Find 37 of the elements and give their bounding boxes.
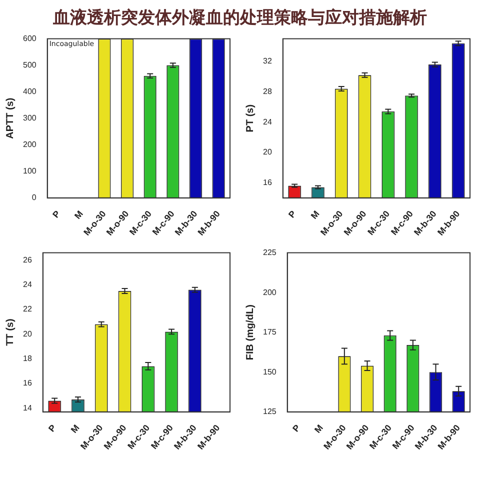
y-tick-label: 225 [262, 248, 277, 258]
y-tick-label: 14 [22, 403, 32, 412]
x-tick-label: M [68, 422, 82, 435]
y-axis-title: PT (s) [244, 104, 256, 132]
x-tick-label: M [312, 422, 326, 435]
y-tick-label: 0 [32, 193, 37, 202]
x-tick-label: P [290, 422, 302, 434]
x-tick-label: M [308, 208, 322, 221]
x-tick-label: P [46, 422, 58, 434]
y-axis-title: APTT (s) [4, 98, 16, 139]
y-axis-title: TT (s) [4, 318, 16, 346]
y-tick-label: 175 [262, 328, 277, 337]
text: 血液透析突发体外凝血的处理策略与应对措施解析 [52, 7, 428, 30]
x-tick-label: M [72, 208, 86, 221]
y-axis-title: FIB (mg/dL) [244, 304, 256, 360]
y-tick-label: 22 [22, 304, 32, 314]
y-tick-label: 500 [22, 60, 37, 70]
x-tick-label: P [50, 208, 62, 220]
y-tick-label: 16 [22, 378, 32, 388]
y-tick-label: 20 [262, 148, 272, 157]
y-tick-label: 150 [262, 367, 277, 376]
y-tick-label: 200 [22, 140, 37, 150]
y-tick-label: 300 [22, 114, 37, 123]
y-tick-label: 100 [22, 166, 37, 176]
y-tick-label: 125 [262, 407, 277, 416]
y-tick-label: 28 [262, 87, 272, 96]
y-tick-label: 18 [22, 354, 32, 364]
y-tick-label: 400 [22, 87, 37, 96]
y-tick-label: 600 [22, 34, 37, 44]
y-tick-label: 16 [262, 178, 272, 187]
y-tick-label: 24 [22, 280, 32, 290]
y-tick-label: 26 [22, 255, 32, 264]
y-tick-label: 32 [262, 56, 272, 66]
y-tick-label: 24 [262, 117, 272, 126]
x-tick-label: P [286, 208, 298, 220]
y-tick-label: 20 [22, 329, 32, 338]
y-tick-label: 200 [262, 288, 277, 297]
